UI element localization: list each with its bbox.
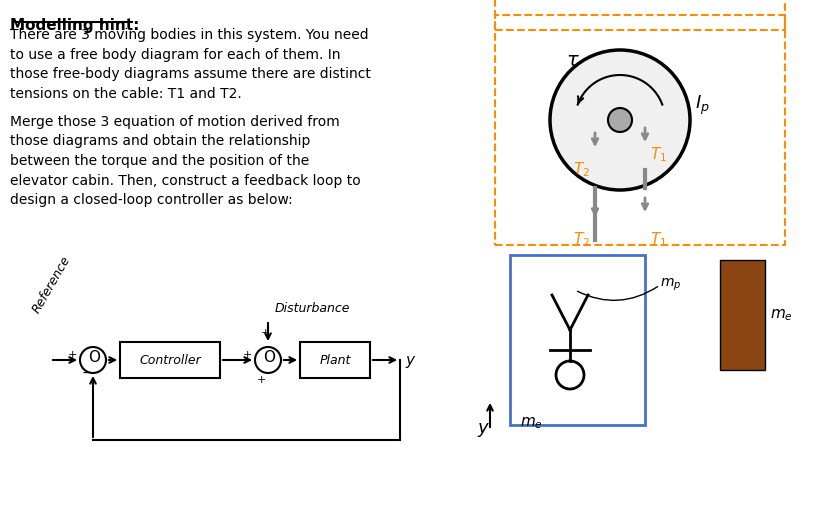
Text: $I_p$: $I_p$ [695,93,710,117]
Text: O: O [263,351,275,366]
FancyBboxPatch shape [510,255,645,425]
Bar [720,260,765,370]
Text: $T_1$: $T_1$ [650,145,667,164]
Text: −: − [82,366,94,380]
Circle shape [608,108,632,132]
Text: $m_e$: $m_e$ [520,415,543,431]
Text: $m_e$: $m_e$ [770,307,793,323]
Text: $T_2$: $T_2$ [573,230,590,249]
Text: $T_2$: $T_2$ [573,161,590,179]
FancyBboxPatch shape [300,342,370,378]
Text: Disturbance: Disturbance [275,302,350,315]
Text: +: + [257,375,267,385]
Text: +: + [243,350,253,360]
Text: $T_1$: $T_1$ [650,230,667,249]
Text: Merge those 3 equation of motion derived from
those diagrams and obtain the rela: Merge those 3 equation of motion derived… [10,115,361,207]
Text: O: O [88,351,100,366]
Text: $y$: $y$ [477,421,490,439]
Text: Modelling hint:: Modelling hint: [10,18,139,33]
Text: Plant: Plant [319,353,350,367]
Text: $m_p$: $m_p$ [660,277,681,293]
FancyBboxPatch shape [120,342,220,378]
Text: Controller: Controller [139,353,200,367]
Text: $\tau$: $\tau$ [566,51,580,70]
Text: There are 3 moving bodies in this system. You need
to use a free body diagram fo: There are 3 moving bodies in this system… [10,28,371,100]
Circle shape [550,50,690,190]
Text: +: + [261,328,271,338]
Text: Reference: Reference [30,253,73,315]
Text: y: y [405,352,414,368]
Text: +: + [68,350,77,360]
